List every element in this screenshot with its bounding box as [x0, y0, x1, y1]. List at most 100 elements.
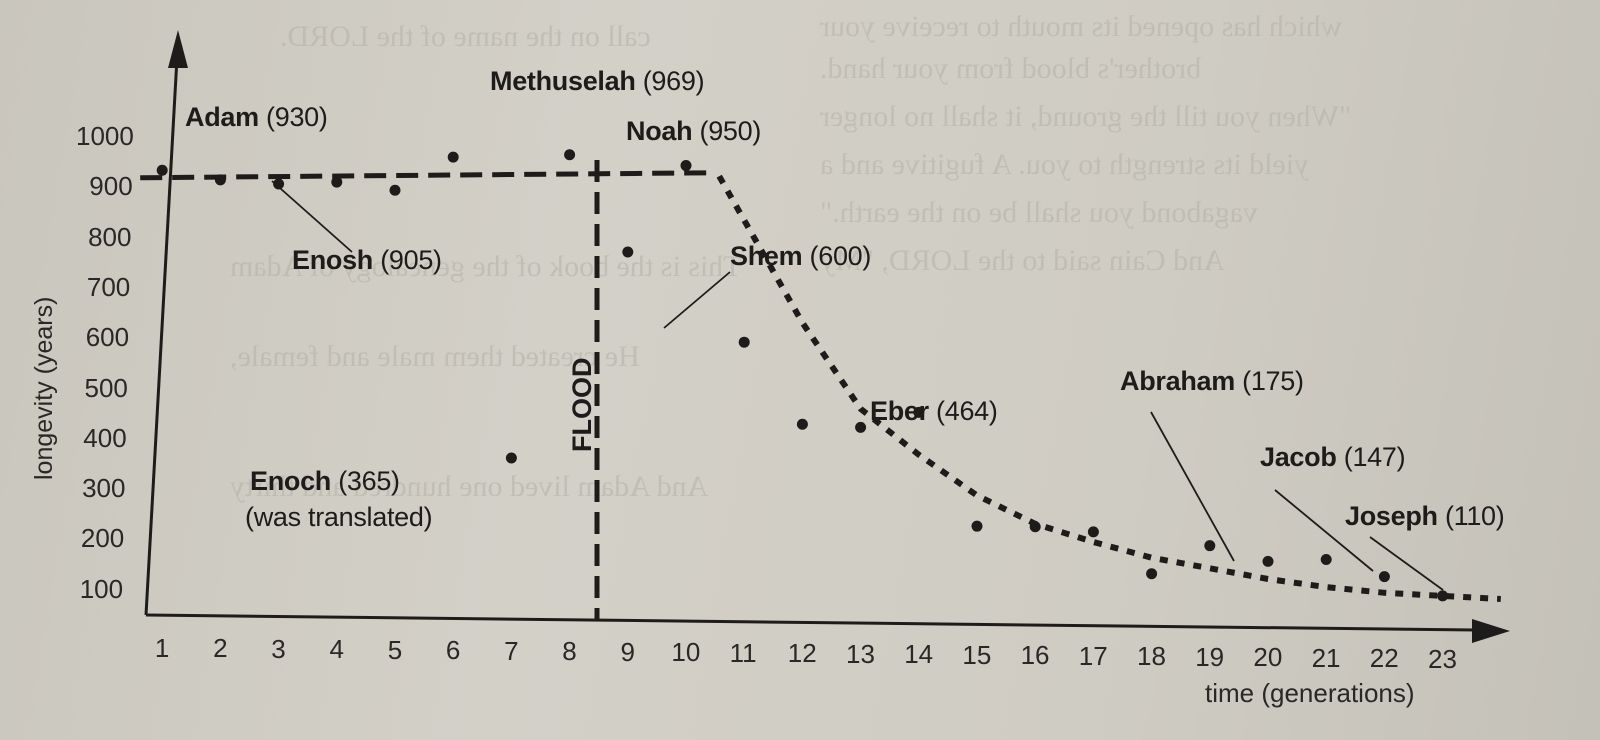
label-name: Shem: [730, 241, 803, 271]
x-tick-label: 4: [329, 634, 344, 664]
x-tick-label: 14: [904, 639, 934, 669]
label-enoch: Enoch (365): [250, 466, 400, 497]
label-methuselah: Methuselah (969): [490, 66, 705, 97]
label-noah: Noah (950): [626, 116, 761, 147]
x-tick-label: 13: [846, 638, 875, 669]
x-tick-label: 19: [1195, 641, 1225, 672]
label-jacob: Jacob (147): [1260, 442, 1406, 473]
label-name: Methuselah: [490, 66, 636, 96]
x-axis: [145, 613, 1476, 632]
y-axis-title: longevity (years): [30, 296, 58, 480]
preflood-average-line: [140, 170, 716, 181]
label-name: Enosh: [292, 245, 374, 275]
y-tick-label: 700: [86, 271, 131, 302]
label-value: (930): [266, 102, 328, 132]
x-tick-label: 11: [729, 637, 757, 668]
label-adam: Adam (930): [185, 102, 328, 133]
data-point: [1029, 521, 1041, 533]
label-name: Eber: [870, 396, 929, 426]
x-tick-label: 12: [787, 638, 817, 668]
jacob-leader: [1274, 489, 1374, 572]
y-axis: [144, 39, 180, 616]
x-tick-label: 3: [271, 633, 286, 664]
data-point: [389, 184, 401, 196]
y-tick-label: 900: [89, 171, 133, 202]
data-point: [796, 418, 808, 430]
x-tick-label: 21: [1311, 642, 1341, 673]
x-tick-label: 23: [1428, 643, 1457, 674]
label-value: (147): [1343, 442, 1406, 472]
enosh-leader: [271, 180, 353, 253]
data-point: [1204, 540, 1216, 552]
data-point: [971, 520, 983, 532]
label-name: Enoch: [250, 466, 332, 496]
x-tick-label: 7: [504, 635, 519, 666]
y-tick-label: 1000: [76, 121, 134, 151]
y-tick-label: 100: [79, 573, 124, 604]
data-point-noah: [680, 160, 692, 172]
data-point: [331, 176, 343, 188]
x-tick-label: 1: [154, 632, 170, 663]
x-tick-label: 16: [1020, 640, 1050, 670]
data-point-shem: [738, 336, 750, 348]
flood-label: FLOOD: [567, 357, 597, 453]
label-name: Joseph: [1345, 501, 1438, 531]
data-point-adam: [156, 164, 168, 176]
label-joseph: Joseph (110): [1345, 501, 1505, 532]
x-tick-label: 15: [962, 639, 992, 670]
label-name: Noah: [626, 116, 693, 146]
label-value: (969): [642, 66, 705, 96]
data-point: [855, 421, 867, 433]
y-tick-label: 600: [85, 322, 130, 353]
x-axis-title: time (generations): [1205, 678, 1415, 708]
data-point-joseph: [1437, 590, 1449, 602]
y-tick-label: 800: [88, 221, 132, 252]
data-point-methuselah: [564, 149, 576, 161]
data-point: [1087, 526, 1099, 538]
label-name: Abraham: [1120, 366, 1235, 396]
y-tick-label: 200: [80, 523, 125, 554]
data-point: [214, 174, 226, 186]
x-tick-label: 9: [620, 636, 635, 667]
label-value: (464): [936, 396, 998, 426]
label-name: Adam: [185, 102, 259, 132]
label-enosh: Enosh (905): [292, 245, 442, 276]
data-point-enosh: [273, 178, 285, 190]
x-tick-label: 18: [1137, 641, 1166, 671]
abraham-leader: [1150, 411, 1235, 562]
x-tick-label: 6: [445, 635, 461, 665]
label-abraham: Abraham (175): [1120, 366, 1304, 397]
label-name: Jacob: [1260, 442, 1337, 472]
label-shem: Shem (600): [730, 241, 871, 272]
data-point-eber: [913, 406, 925, 418]
label-value: (365): [338, 466, 400, 496]
x-tick-label: 10: [671, 637, 701, 667]
y-axis-arrow-icon: [168, 30, 188, 68]
label-enoch-note: (was translated): [245, 502, 433, 532]
data-point-jacob: [1378, 571, 1390, 583]
label-value: (950): [699, 116, 762, 146]
x-tick-label: 5: [387, 634, 403, 665]
x-tick-label: 17: [1078, 640, 1108, 671]
data-point: [447, 151, 459, 163]
x-tick-label: 22: [1369, 643, 1399, 673]
y-tick-label: 500: [84, 372, 128, 403]
shem-leader: [663, 271, 731, 329]
x-tick-label: 2: [213, 633, 228, 663]
data-point-enoch: [505, 452, 517, 464]
data-point-abraham: [1262, 555, 1274, 567]
data-point: [1146, 568, 1158, 580]
joseph-leader: [1369, 536, 1444, 591]
data-point: [622, 246, 634, 258]
x-tick-label: 20: [1253, 642, 1283, 672]
data-point: [1320, 553, 1332, 565]
x-axis-arrow-icon: [1472, 619, 1510, 643]
label-eber: Eber (464): [870, 396, 998, 427]
label-value: (600): [809, 241, 872, 271]
y-tick-label: 400: [83, 422, 127, 453]
label-value: (110): [1444, 501, 1505, 531]
decay-curve: [716, 174, 1501, 602]
label-value: (175): [1242, 366, 1304, 396]
label-value: (905): [380, 245, 442, 275]
